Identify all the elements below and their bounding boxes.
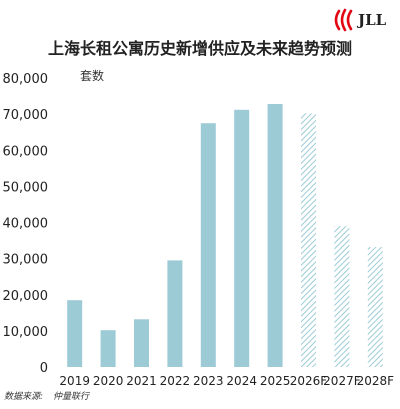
y-unit-label: 套数 xyxy=(80,69,105,83)
x-tick-label: 2022 xyxy=(160,374,191,388)
x-tick-label: 2027F xyxy=(323,374,361,388)
y-tick-label: 40,000 xyxy=(3,217,49,232)
y-tick-label: 80,000 xyxy=(3,72,49,87)
forecast-bar xyxy=(367,247,383,367)
bar xyxy=(100,330,116,367)
y-tick-label: 70,000 xyxy=(3,108,49,123)
y-tick-label: 30,000 xyxy=(3,253,49,268)
source-value: 仲量联行 xyxy=(53,392,90,402)
x-tick-label: 2019 xyxy=(59,374,90,388)
bar xyxy=(234,109,250,368)
x-tick-label: 2021 xyxy=(126,374,157,388)
chart-title: 上海长租公寓历史新增供应及未来趋势预测 xyxy=(47,39,352,58)
jll-logo: JLL xyxy=(334,8,386,32)
bar xyxy=(134,319,149,367)
x-tick-label: 2023 xyxy=(193,374,224,388)
jll-logo-icon xyxy=(334,8,353,32)
x-tick-label: 2028F xyxy=(357,374,395,388)
y-tick-label: 10,000 xyxy=(3,325,49,340)
y-axis: 0 10,000 20,000 30,000 40,000 50,000 60,000 70,… xyxy=(3,72,49,376)
y-tick-label: 60,000 xyxy=(3,144,49,159)
bar xyxy=(267,104,283,367)
forecast-bar xyxy=(301,113,316,368)
x-tick-label: 2025 xyxy=(260,374,291,388)
source-label: 数据来源: xyxy=(4,392,44,402)
bar xyxy=(200,123,216,367)
bars-group xyxy=(67,104,383,368)
x-axis: 2019 2020 2021 2022 2023 2024 2025 2026F2027F20… xyxy=(59,374,394,388)
source-note: 数据来源: 仲量联行 xyxy=(4,391,99,403)
forecast-bar xyxy=(334,226,350,367)
x-tick-label: 2020 xyxy=(93,374,124,388)
y-tick-label: 50,000 xyxy=(3,180,49,195)
bar xyxy=(167,260,183,367)
y-tick-label: 0 xyxy=(40,361,48,376)
bar xyxy=(67,300,83,367)
jll-logo-text: JLL xyxy=(358,11,387,29)
x-tick-label: 2026F xyxy=(290,374,328,388)
x-tick-label: 2024 xyxy=(226,374,257,388)
y-tick-label: 20,000 xyxy=(3,289,49,304)
